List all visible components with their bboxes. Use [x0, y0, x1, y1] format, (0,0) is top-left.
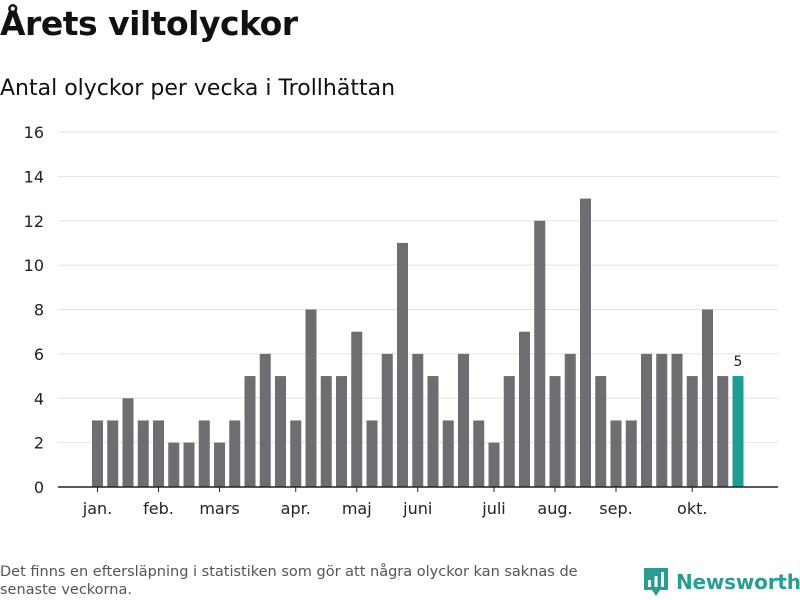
x-tick-label: aug. — [537, 499, 572, 518]
bar — [534, 220, 546, 487]
bar — [290, 420, 302, 487]
y-tick-label: 8 — [34, 301, 44, 320]
y-tick-label: 16 — [24, 123, 44, 142]
y-tick-label: 14 — [24, 167, 44, 186]
bar — [214, 442, 225, 487]
bar — [137, 420, 149, 487]
y-tick-label: 2 — [34, 434, 44, 453]
bar — [336, 376, 347, 487]
bar — [397, 242, 408, 487]
x-tick-label: maj — [342, 499, 372, 518]
y-tick-label: 0 — [34, 478, 44, 497]
bar — [92, 420, 103, 487]
x-tick-label: okt. — [677, 499, 707, 518]
bar — [595, 376, 607, 487]
y-tick-label: 6 — [34, 345, 44, 364]
y-axis-ticks: 0 2 4 6 8 10 12 14 16 — [24, 123, 44, 497]
bar — [412, 353, 424, 487]
chart-title: Årets viltolyckor — [0, 4, 298, 43]
bar — [168, 442, 180, 487]
chart-subtitle: Antal olyckor per vecka i Trollhättan — [0, 76, 396, 101]
x-tick-label: apr. — [281, 499, 311, 518]
x-tick-label: juni — [402, 499, 432, 518]
bar — [153, 420, 164, 487]
bar — [275, 376, 286, 487]
x-tick-label: feb. — [143, 499, 174, 518]
bar — [656, 353, 668, 487]
bar — [564, 353, 576, 487]
brand[interactable]: Newsworthy — [644, 568, 800, 596]
bar — [625, 420, 637, 487]
bar — [427, 376, 439, 487]
bar — [610, 420, 622, 487]
newsworthy-logo-icon — [644, 568, 668, 596]
bar — [259, 353, 271, 487]
x-axis-ticks: jan. feb. mars apr. maj juni juli aug. sep. okt. — [82, 487, 707, 518]
x-tick-label: mars — [199, 499, 239, 518]
y-tick-label: 10 — [24, 256, 44, 275]
bar — [702, 309, 713, 487]
bar-value-label: 5 — [734, 354, 743, 370]
bar — [473, 420, 485, 487]
bar — [229, 420, 241, 487]
footnote: Det finns en eftersläpning i statistiken… — [0, 564, 578, 598]
bar — [686, 376, 698, 487]
bar — [488, 442, 500, 487]
bar-highlighted — [732, 376, 744, 487]
bar — [458, 353, 469, 487]
brand-name: Newsworthy — [676, 570, 800, 594]
bar — [107, 420, 119, 487]
x-tick-label: jan. — [82, 499, 112, 518]
bar — [183, 442, 195, 487]
bar — [305, 309, 317, 487]
bar — [671, 353, 683, 487]
bar — [381, 353, 393, 487]
bar — [519, 331, 530, 487]
y-tick-label: 12 — [24, 212, 44, 231]
bar — [580, 198, 591, 487]
bars: 5 — [92, 198, 744, 487]
bar — [198, 420, 210, 487]
y-tick-label: 4 — [34, 389, 44, 408]
bar — [717, 376, 729, 487]
bar — [641, 353, 652, 487]
x-tick-label: sep. — [599, 499, 632, 518]
bar — [244, 376, 256, 487]
bar — [549, 376, 561, 487]
x-tick-label: juli — [481, 499, 505, 518]
bar — [503, 376, 515, 487]
bar — [366, 420, 378, 487]
bar — [442, 420, 454, 487]
bar — [122, 398, 134, 487]
bar — [320, 376, 332, 487]
bar — [351, 331, 363, 487]
